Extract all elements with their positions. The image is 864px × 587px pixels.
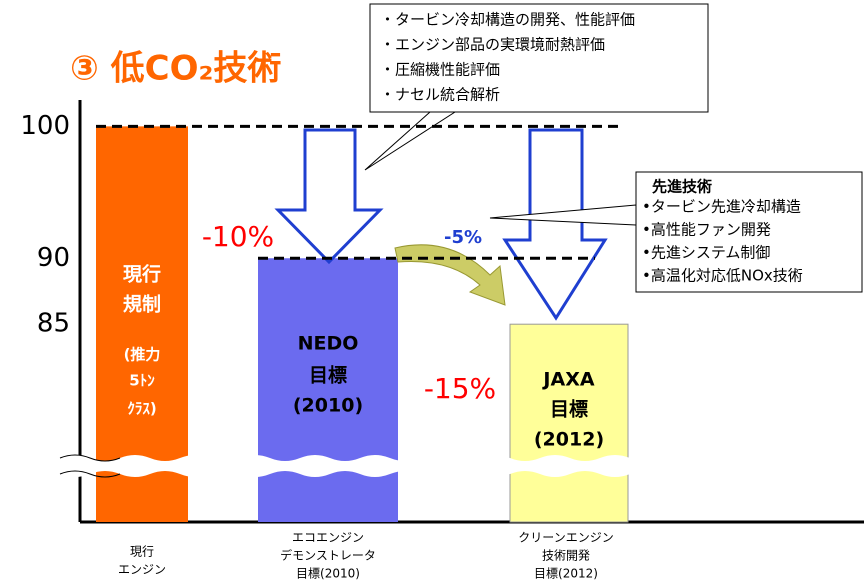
- bar-label: 目標: [309, 364, 347, 387]
- x-tick-label: 目標(2012): [534, 567, 598, 581]
- callout-text: ・ナセル統合解析: [380, 86, 500, 104]
- bar-label: NEDO: [298, 333, 359, 355]
- y-tick-label: 85: [37, 309, 70, 339]
- callout-text: •先進システム制御: [642, 244, 770, 262]
- reduction-arrow: [274, 128, 384, 265]
- x-tick-label: エコエンジン: [292, 531, 364, 545]
- x-tick-label: 目標(2010): [296, 567, 360, 581]
- curved-arrow: [394, 244, 506, 306]
- y-tick-label: 100: [20, 111, 70, 141]
- bar-label: 5ﾄﾝ: [129, 372, 155, 390]
- bar-label: 目標: [550, 398, 588, 421]
- bar-label: JAXA: [541, 369, 594, 391]
- reduction-arrow: [502, 128, 608, 321]
- bar-label: ｸﾗｽ): [127, 400, 156, 418]
- callout-pointer: [364, 111, 457, 171]
- callout-heading: 先進技術: [652, 178, 712, 196]
- axis-break-edge: [59, 470, 121, 478]
- x-tick-label: 技術開発: [542, 549, 590, 563]
- bar: [258, 258, 398, 522]
- callout-text: ・タービン冷却構造の開発、性能評価: [380, 11, 635, 29]
- chart-title: ③ 低CO₂技術: [70, 49, 281, 89]
- bar-label: (2010): [293, 395, 363, 417]
- x-tick-label: 現行: [130, 545, 154, 559]
- y-tick-label: 90: [37, 243, 70, 273]
- bar-label: (推力: [124, 346, 161, 364]
- callout-text: •タービン先進冷却構造: [642, 198, 801, 216]
- bar: [509, 323, 629, 523]
- x-tick-label: デモンストレータ: [280, 548, 376, 563]
- bar-label: 現行: [123, 263, 161, 286]
- annotation: -10%: [202, 220, 274, 253]
- axis-break: [60, 455, 630, 477]
- annotation: -5%: [444, 227, 482, 248]
- callout-box: [635, 171, 863, 293]
- axis-break-edge: [59, 454, 121, 462]
- x-tick-label: クリーンエンジン: [518, 531, 613, 545]
- callout-text: •高性能ファン開発: [642, 221, 771, 239]
- callout-box: [369, 3, 709, 113]
- bars: [96, 126, 629, 523]
- x-tick-label: エンジン: [118, 563, 166, 577]
- callout-text: ・エンジン部品の実環境耐熱評価: [380, 36, 605, 54]
- bar-label: 規制: [123, 293, 161, 316]
- callout-text: ・圧縮機性能評価: [380, 61, 500, 79]
- bar-label: (2012): [534, 429, 604, 451]
- annotation: -15%: [424, 372, 496, 405]
- callout-text: •高温化対応低NOx技術: [642, 267, 803, 285]
